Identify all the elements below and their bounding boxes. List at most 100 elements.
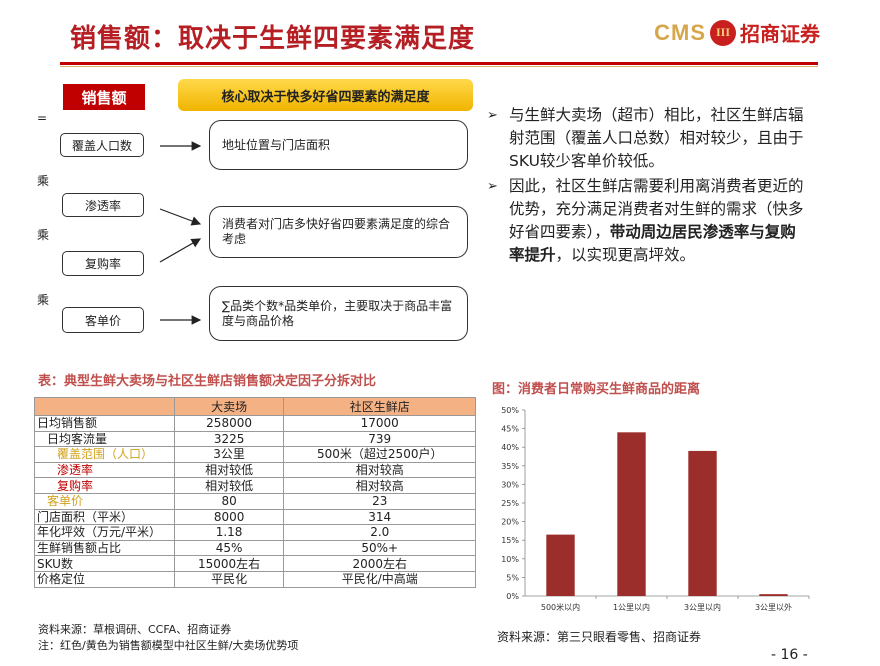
row-label: 年化坪效（万元/平米） xyxy=(34,524,175,541)
factor-repurchase-rate: 复购率 xyxy=(62,251,144,276)
community-store-value: 23 xyxy=(283,492,476,510)
operator-equals: = xyxy=(37,111,48,125)
community-store-value: 314 xyxy=(283,508,476,526)
chart-bar xyxy=(617,432,646,596)
row-label: 价格定位 xyxy=(34,570,175,588)
sales-tag: 销售额 xyxy=(63,84,145,110)
community-store-value: 相对较高 xyxy=(283,461,476,479)
table-row: 复购率 相对较低 相对较高 xyxy=(34,477,476,494)
page-title: 销售额：取决于生鲜四要素满足度 xyxy=(70,24,476,54)
hypermarket-value: 45% xyxy=(173,539,285,557)
table-title: 表：典型生鲜大卖场与社区生鲜店销售额决定因子分拆对比 xyxy=(38,374,377,389)
community-store-value: 500米（超过2500户） xyxy=(283,446,476,463)
table-row: 门店面积（平米） 8000 314 xyxy=(34,508,476,526)
logo-mark-icon: III xyxy=(710,19,736,46)
table-header-cell: 大卖场 xyxy=(173,397,285,416)
comparison-table: 大卖场 社区生鲜店 日均销售额 258000 17000 日均客流量 3225 739 覆盖… xyxy=(34,397,476,588)
table-row: 日均销售额 258000 17000 xyxy=(34,415,476,432)
bullet-text-part: 因此，社区生鲜店需要利用离消费者更近的优势，充分满足消费者对生鲜的需求（快多好省… xyxy=(509,177,804,241)
operator-multiply-2: 乘 xyxy=(37,228,50,242)
analysis-bullets: ➢ 与生鲜大卖场（超市）相比，社区生鲜店辐射范围（覆盖人口总数）相对较少，且由于… xyxy=(487,104,807,269)
bullet-item-1: ➢ 与生鲜大卖场（超市）相比，社区生鲜店辐射范围（覆盖人口总数）相对较少，且由于… xyxy=(487,104,807,173)
hypermarket-value: 3公里 xyxy=(173,446,285,463)
hypermarket-value: 80 xyxy=(173,492,285,510)
chart-bar xyxy=(546,534,575,596)
table-row: 客单价 80 23 xyxy=(34,492,476,510)
row-label: 门店面积（平米） xyxy=(34,508,175,526)
y-tick-label: 40% xyxy=(501,443,519,452)
community-store-value: 2000左右 xyxy=(283,555,476,572)
factor-penetration-rate: 渗透率 xyxy=(62,193,144,217)
hypermarket-value: 相对较低 xyxy=(173,461,285,479)
hypermarket-value: 8000 xyxy=(173,508,285,526)
chart-source: 资料来源：第三只眼看零售、招商证券 xyxy=(497,630,702,644)
x-tick-label: 3公里以外 xyxy=(755,602,792,612)
community-store-value: 739 xyxy=(283,430,476,448)
y-tick-label: 15% xyxy=(501,536,519,545)
distance-bar-chart: 0% 5% 10% 15% 20% 25% 30% 35% 40% 45% 50% 500米以内 1公里… xyxy=(501,406,810,612)
bullet-text: 与生鲜大卖场（超市）相比，社区生鲜店辐射范围（覆盖人口总数）相对较少，且由于SK… xyxy=(509,106,804,170)
y-tick-label: 45% xyxy=(501,425,519,434)
bullet-text-part: ，以实现更高坪效。 xyxy=(555,246,696,264)
cms-logo: CMS III 招商证券 xyxy=(654,18,820,47)
row-label: 渗透率 xyxy=(34,461,175,479)
y-tick-label: 0% xyxy=(506,592,519,601)
y-tick-label: 25% xyxy=(501,499,519,508)
table-row: SKU数 15000左右 2000左右 xyxy=(34,555,476,572)
bullet-arrow-icon: ➢ xyxy=(487,108,498,123)
table-row: 生鲜销售额占比 45% 50%+ xyxy=(34,539,476,557)
hypermarket-value: 258000 xyxy=(173,415,285,432)
hypermarket-value: 1.18 xyxy=(173,524,285,541)
y-tick-label: 30% xyxy=(501,480,519,489)
table-row: 渗透率 相对较低 相对较高 xyxy=(34,461,476,479)
community-store-value: 平民化/中高端 xyxy=(283,570,476,588)
hypermarket-value: 平民化 xyxy=(173,570,285,588)
bullet-arrow-icon: ➢ xyxy=(487,179,498,194)
x-tick-label: 3公里以内 xyxy=(684,602,721,612)
page-number: - 16 - xyxy=(771,647,808,663)
table-row: 年化坪效（万元/平米） 1.18 2.0 xyxy=(34,524,476,541)
hypermarket-value: 3225 xyxy=(173,430,285,448)
y-tick-label: 35% xyxy=(501,462,519,471)
arrow-repurchase xyxy=(159,238,202,263)
row-label: 覆盖范围（人口） xyxy=(34,446,175,463)
row-label: 日均客流量 xyxy=(34,430,175,448)
bullet-text-emphasis: 带动周边居民渗透率与复购率提升 xyxy=(509,223,796,264)
x-tick-label: 1公里以内 xyxy=(613,602,650,612)
arrow-penetration xyxy=(159,208,202,226)
community-store-value: 相对较高 xyxy=(283,477,476,494)
y-tick-label: 50% xyxy=(501,406,519,415)
table-header-row: 大卖场 社区生鲜店 xyxy=(34,397,476,416)
operator-multiply-1: 乘 xyxy=(37,174,50,188)
table-header-cell: 社区生鲜店 xyxy=(283,397,476,416)
result-location-area: 地址位置与门店面积 xyxy=(209,120,468,170)
community-store-value: 2.0 xyxy=(283,524,476,541)
chart-title: 图：消费者日常购买生鲜商品的距离 xyxy=(492,382,701,397)
row-label: SKU数 xyxy=(34,555,175,572)
logo-cms-text: CMS xyxy=(654,19,706,45)
row-label: 客单价 xyxy=(34,492,175,510)
table-source-note: 资料来源：草根调研、CCFA、招商证券 注：红色/黄色为销售额模型中社区生鲜/大… xyxy=(38,622,298,654)
table-row: 覆盖范围（人口） 3公里 500米（超过2500户） xyxy=(34,446,476,463)
community-store-value: 50%+ xyxy=(283,539,476,557)
table-source: 资料来源：草根调研、CCFA、招商证券 xyxy=(38,623,232,636)
header-divider-red xyxy=(60,62,818,65)
bullet-text: 因此，社区生鲜店需要利用离消费者更近的优势，充分满足消费者对生鲜的需求（快多好省… xyxy=(509,175,807,267)
table-note: 注：红色/黄色为销售额模型中社区生鲜/大卖场优势项 xyxy=(38,639,299,652)
chart-bar xyxy=(759,594,788,596)
hypermarket-value: 相对较低 xyxy=(173,477,285,494)
community-store-value: 17000 xyxy=(283,415,476,432)
result-four-elements: 消费者对门店多快好省四要素满足度的综合考虑 xyxy=(209,206,468,258)
x-tick-label: 500米以内 xyxy=(541,602,580,612)
table-row: 日均客流量 3225 739 xyxy=(34,430,476,448)
factor-basket-size: 客单价 xyxy=(62,307,144,333)
operator-multiply-3: 乘 xyxy=(37,293,50,307)
header-divider-gold xyxy=(60,66,818,67)
hypermarket-value: 15000左右 xyxy=(173,555,285,572)
core-banner: 核心取决于快多好省四要素的满足度 xyxy=(178,79,473,111)
chart-bar xyxy=(688,450,717,596)
logo-company-name: 招商证券 xyxy=(740,22,820,46)
y-tick-label: 20% xyxy=(501,518,519,527)
row-label: 复购率 xyxy=(34,477,175,494)
factor-coverage-population: 覆盖人口数 xyxy=(60,133,144,157)
